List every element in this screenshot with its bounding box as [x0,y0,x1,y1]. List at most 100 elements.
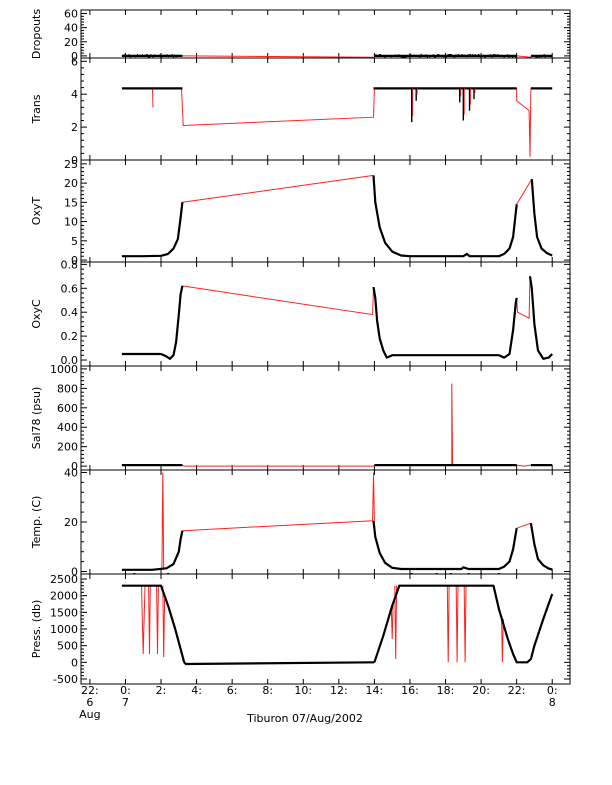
x-tick-label: 6 [86,696,93,709]
x-tick-label: 12: [330,684,348,697]
noise-trace [374,53,517,58]
x-tick-label: 14: [366,684,384,697]
data-series-line [372,286,518,359]
y-tick-label: 25 [64,158,78,171]
panel-3: 25 20 15 10 5 0 OxyT [30,158,571,267]
y-tick-label: 20 [64,36,78,49]
series-area [121,472,553,574]
y-tick-label: 200 [57,441,78,454]
x-tick-label: 22: [81,684,99,697]
panel-6: 40 20 0 Temp. (C) [30,466,571,579]
gap-interpolation-line [181,88,375,127]
y-tick-label: 20 [64,177,78,190]
x-tick-label: 10: [294,684,312,697]
data-series-line [183,661,375,666]
y-tick-label: 6 [71,55,78,68]
data-series-line [121,285,184,360]
gap-interpolation-line [152,88,154,108]
gap-interpolation-line [182,174,374,203]
panel-2: 6 4 2 0 Trans [30,55,571,167]
x-tick-label: 2: [156,684,167,697]
x-tick-label: 18: [437,684,455,697]
y-tick-label: 5 [71,235,78,248]
y-tick-label: 0.8 [61,258,79,271]
y-axis-label: OxyC [30,299,43,329]
y-tick-label: 0 [71,566,78,579]
y-tick-label: 10 [64,216,78,229]
data-series-line [121,530,184,571]
y-axis-label: Press. (db) [30,600,43,659]
x-tick-label: 0: [120,684,131,697]
gap-interpolation-line [455,585,459,663]
x-tick-label: 0: [547,684,558,697]
series-area [121,276,553,360]
gap-interpolation-line [516,178,533,205]
y-tick-label: 400 [57,421,78,434]
y-tick-label: 500 [57,640,78,653]
y-tick-label: 1500 [50,606,78,619]
gap-interpolation-line [394,585,398,660]
gap-interpolation-line [446,585,450,663]
gap-interpolation-line [156,585,159,655]
data-series-line [528,276,553,360]
series-area [121,53,553,58]
panel-frame [80,261,571,367]
y-tick-label: 2500 [50,573,78,586]
y-tick-label: 0 [71,50,78,63]
x-tick-label: 22: [508,684,526,697]
y-tick-label: 0.6 [61,282,79,295]
y-tick-label: 1000 [50,363,78,376]
y-axis-label: OxyT [30,197,43,226]
gap-interpolation-line [516,464,531,467]
series-area [121,87,553,157]
series-area [121,383,553,467]
y-tick-label: 0 [71,154,78,167]
panel-5: 1000 800 600 400 200 0 Sal78 (psu) [30,363,571,473]
panel-frame [80,9,571,59]
data-series-line [121,202,184,258]
y-tick-label: 0.2 [61,330,79,343]
x-tick-label: 7 [122,696,129,709]
y-tick-label: 2 [71,121,78,134]
gap-interpolation-line [148,585,151,655]
panels: 6040200Dropouts6420Trans2520151050OxyT0.… [30,8,571,686]
y-tick-label: 40 [64,466,78,479]
y-tick-label: 0 [71,656,78,669]
panel-7: 2500 2000 1500 1000 500 0 -500 Press. (db) [30,573,571,686]
gap-interpolation-line [182,472,375,532]
panel-4: 0.8 0.6 0.4 0.2 0.0 OxyC [30,258,571,367]
gap-interpolation-line [516,55,531,58]
figure-caption: Tiburon 07/Aug/2002 [246,712,363,725]
y-tick-label: 40 [64,22,78,35]
gap-interpolation-line [182,464,375,467]
y-tick-label: -500 [53,673,78,686]
gap-interpolation-line [516,522,532,529]
gap-interpolation-line [141,585,146,655]
x-tick-label: Aug [79,708,100,721]
data-series-line [373,584,554,664]
y-tick-label: 0 [71,460,78,473]
data-series-line [529,523,553,571]
y-tick-label: 0 [71,254,78,267]
series-area [121,584,554,666]
gap-interpolation-line [463,585,467,663]
y-axis-label: Dropouts [30,9,43,59]
gap-interpolation-line [516,88,532,157]
gap-interpolation-line [182,285,374,316]
data-series-line [530,179,553,257]
y-tick-label: 2000 [50,590,78,603]
gap-interpolation-line [516,276,531,320]
x-tick-label: 4: [191,684,202,697]
y-tick-label: 15 [64,196,78,209]
gap-interpolation-line [182,55,375,58]
series-area [121,174,553,258]
panel-frame [80,469,571,575]
x-tick-label: 16: [401,684,419,697]
y-tick-label: 0.4 [61,306,79,319]
gap-interpolation-line [390,605,394,640]
y-tick-label: 600 [57,402,78,415]
panel-frame [80,573,571,685]
gap-interpolation-line [501,615,504,663]
